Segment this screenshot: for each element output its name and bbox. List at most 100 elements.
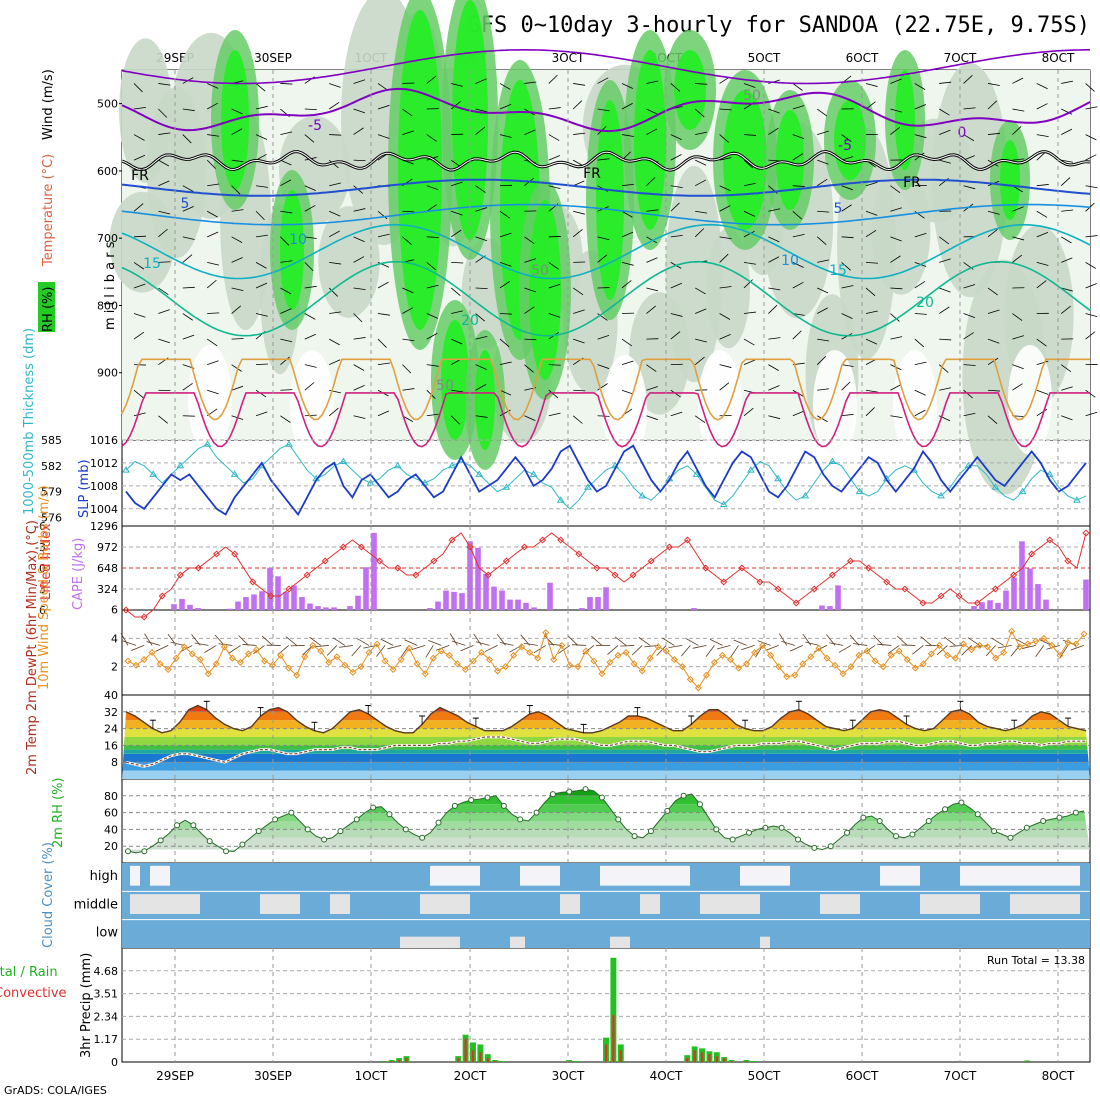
wind-barb: [1085, 389, 1096, 398]
wind-barb: [499, 313, 513, 315]
credit: GrADS: COLA/IGES: [4, 1084, 107, 1097]
precip-tick: 1.17: [94, 1033, 119, 1046]
wind-barb: [548, 313, 561, 318]
wind-barb: [158, 180, 170, 187]
thickness-marker: [991, 483, 1000, 490]
wind-barb: [158, 159, 170, 167]
thickness-marker: [855, 487, 864, 495]
wind-barb: [896, 635, 908, 646]
rh-tick: 60: [104, 807, 118, 820]
slp-thickness-panel: 576 579 582 585 1004 1008 1012 1016: [41, 434, 1090, 524]
wind-barb: [939, 159, 951, 164]
cape-bar: [299, 597, 305, 610]
wind-barb: [499, 232, 512, 238]
date-label: 29SEP: [156, 1069, 194, 1083]
wind-barb: [944, 636, 956, 646]
wind-barb: [1036, 408, 1048, 417]
wind-barb: [646, 415, 658, 421]
wind-barb: [841, 262, 851, 271]
wind-barb: [987, 287, 998, 296]
li-marker: [1082, 529, 1090, 537]
li-marker: [828, 571, 836, 579]
wind-barb: [939, 81, 952, 84]
wind-barb: [939, 129, 951, 135]
wind-barb: [719, 157, 732, 161]
wind-marker: [477, 648, 486, 657]
wind-marker: [196, 656, 204, 664]
cape-bar: [427, 608, 433, 610]
wind-barb: [1012, 126, 1022, 135]
wind-barb: [133, 154, 146, 161]
y-tick-label: 700: [97, 232, 118, 245]
rh-marker: [909, 831, 916, 838]
li-marker: [394, 564, 402, 572]
wind-barb: [865, 338, 878, 345]
wind-barb: [182, 286, 195, 289]
li-marker: [575, 550, 583, 558]
li-marker: [140, 613, 148, 621]
wind-barb: [938, 108, 950, 116]
wind-barb: [719, 134, 729, 143]
wind-barb: [133, 203, 144, 212]
isotherm-5: [121, 178, 1091, 197]
wind-barb: [597, 236, 610, 241]
wind-barb: [473, 633, 482, 646]
thickness-marker: [149, 470, 158, 477]
wind-marker: [148, 648, 156, 657]
wind-barb: [939, 387, 952, 391]
rh-marker: [615, 816, 622, 823]
cape-bar: [451, 591, 457, 610]
wind-barb: [963, 364, 976, 366]
wind-barb: [912, 645, 924, 655]
bottom-date-labels: 29SEP 30SEP 1OCT 2OCT 3OCT 4OCT 5OCT 6OCT 7OCT 8O…: [156, 1069, 1075, 1083]
wind-barb: [475, 126, 486, 135]
wind-barb: [280, 356, 290, 365]
wind-barb: [817, 259, 830, 263]
cape-bar: [835, 585, 841, 610]
cape-bar: [291, 585, 297, 610]
wind-barb: [280, 131, 293, 135]
cape-bar: [315, 606, 321, 610]
wind-marker: [598, 670, 606, 678]
wind-barb: [792, 83, 803, 91]
li-marker: [792, 599, 800, 607]
wind-barb: [548, 389, 559, 399]
wind-barb: [802, 633, 812, 646]
wind-barb: [743, 262, 756, 265]
wind-barb: [695, 131, 708, 135]
wind-barb: [1036, 210, 1048, 218]
cape-bar: [523, 602, 529, 610]
wind-barb: [332, 637, 346, 646]
precip-conv-bar: [390, 1061, 393, 1062]
wind-barb: [936, 645, 948, 656]
wind-barb: [1036, 280, 1047, 289]
wind-barb: [743, 210, 756, 217]
rh-low: [188, 345, 232, 455]
cape-bar: [1003, 590, 1009, 610]
wind-barb: [158, 338, 170, 344]
wind-barb: [353, 236, 365, 243]
wind-tick: 4: [111, 632, 118, 645]
wind-marker: [718, 651, 727, 659]
wind-barb: [621, 338, 633, 347]
wind-barb: [524, 306, 535, 314]
dewpoint-line: [125, 736, 1086, 768]
rh-marker: [288, 809, 295, 816]
wind-barb: [402, 210, 415, 213]
wind-barb: [620, 645, 635, 647]
temp-tick: 24: [104, 723, 118, 736]
wind-barb: [719, 382, 730, 391]
wind-barb: [572, 228, 583, 238]
wind-barb: [231, 159, 244, 163]
li-marker: [593, 564, 601, 572]
cloud-gap: [640, 894, 660, 914]
wind-barb: [597, 383, 608, 391]
cape-bar: [171, 604, 177, 610]
wind-marker: [646, 654, 654, 662]
li-marker: [122, 606, 130, 614]
cape-bar: [691, 608, 697, 610]
wind-marker: [879, 663, 887, 671]
wind-barb: [120, 633, 129, 646]
wind-barb: [792, 210, 803, 220]
wind-barb: [646, 177, 656, 186]
